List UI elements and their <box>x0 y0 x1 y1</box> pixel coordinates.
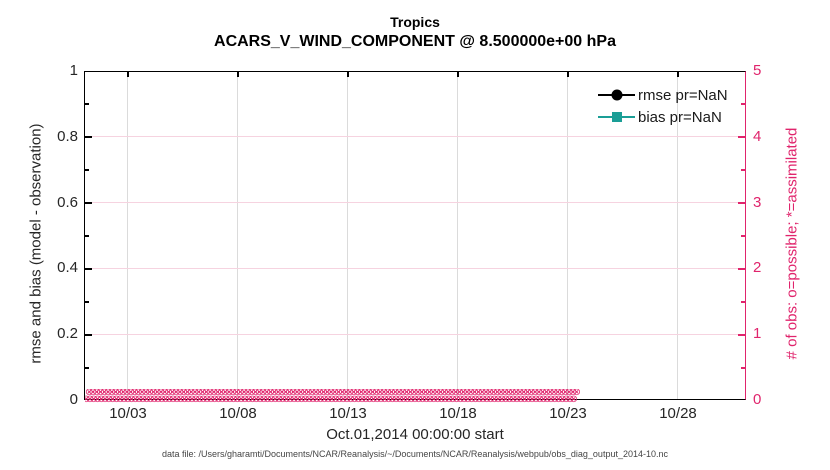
y-tick-label-right: 5 <box>753 62 762 79</box>
left-axis-tick <box>85 136 92 138</box>
top-axis-tick <box>127 72 129 77</box>
left-axis-tick <box>85 268 92 270</box>
x-tick-label: 10/13 <box>329 405 367 422</box>
gridline-vertical <box>127 72 128 399</box>
gridline-horizontal <box>85 136 745 137</box>
right-axis-minor-tick <box>741 103 745 105</box>
y-tick-label-left: 0 <box>69 391 78 408</box>
legend: rmse pr=NaN bias pr=NaN <box>598 84 728 128</box>
right-axis-minor-tick <box>741 301 745 303</box>
top-axis-tick <box>347 72 349 77</box>
obs-marker-row: ⊗⊗⊗⊗⊗⊗⊗⊗⊗⊗⊗⊗⊗⊗⊗⊗⊗⊗⊗⊗⊗⊗⊗⊗⊗⊗⊗⊗⊗⊗⊗⊗⊗⊗⊗⊗⊗⊗⊗⊗… <box>85 389 581 398</box>
legend-label-bias: bias pr=NaN <box>638 108 722 126</box>
top-axis-tick <box>677 72 679 77</box>
y-tick-label-right: 2 <box>753 259 762 276</box>
y-tick-label-left: 1 <box>69 62 78 79</box>
right-axis-minor-tick <box>741 169 745 171</box>
y-tick-label-right: 4 <box>753 128 762 145</box>
left-axis-minor-tick <box>85 301 89 303</box>
y-tick-label-left: 0.8 <box>57 128 78 145</box>
gridline-horizontal <box>85 334 745 335</box>
gridline-vertical <box>567 72 568 399</box>
right-axis-minor-tick <box>741 235 745 237</box>
legend-item-bias: bias pr=NaN <box>598 106 728 128</box>
gridline-vertical <box>347 72 348 399</box>
x-tick-label: 10/03 <box>109 405 147 422</box>
top-axis-tick <box>237 72 239 77</box>
x-tick-label: 10/18 <box>439 405 477 422</box>
x-tick-label: 10/08 <box>219 405 257 422</box>
obs-count-marker-band: ⊗⊗⊗⊗⊗⊗⊗⊗⊗⊗⊗⊗⊗⊗⊗⊗⊗⊗⊗⊗⊗⊗⊗⊗⊗⊗⊗⊗⊗⊗⊗⊗⊗⊗⊗⊗⊗⊗⊗⊗… <box>85 389 746 407</box>
y-tick-label-right: 3 <box>753 194 762 211</box>
plot-area: rmse pr=NaN bias pr=NaN <box>84 71 746 400</box>
y-tick-label-right: 1 <box>753 325 762 342</box>
right-axis-tick <box>738 334 745 336</box>
y-tick-label-right: 0 <box>753 391 762 408</box>
chart-title: Tropics <box>390 14 440 30</box>
y-tick-label-left: 0.4 <box>57 259 78 276</box>
gridline-vertical <box>677 72 678 399</box>
right-axis-tick <box>738 202 745 204</box>
x-tick-label: 10/23 <box>549 405 587 422</box>
gridline-vertical <box>457 72 458 399</box>
left-axis-minor-tick <box>85 103 89 105</box>
right-axis-tick <box>738 268 745 270</box>
rmse-line-sample <box>598 89 635 101</box>
right-axis-tick <box>738 136 745 138</box>
data-file-path: data file: /Users/gharamti/Documents/NCA… <box>161 449 668 459</box>
gridline-vertical <box>237 72 238 399</box>
chart-subtitle: ACARS_V_WIND_COMPONENT @ 8.500000e+00 hP… <box>214 33 616 50</box>
left-axis-minor-tick <box>85 235 89 237</box>
bias-line-sample <box>598 112 635 122</box>
x-axis-label: Oct.01,2014 00:00:00 start <box>326 426 504 443</box>
gridline-horizontal <box>85 268 745 269</box>
y-tick-label-left: 0.2 <box>57 325 78 342</box>
left-axis-tick <box>85 202 92 204</box>
gridline-horizontal <box>85 202 745 203</box>
left-axis-minor-tick <box>85 367 89 369</box>
y-tick-label-left: 0.6 <box>57 194 78 211</box>
legend-item-rmse: rmse pr=NaN <box>598 84 728 106</box>
bias-square-marker-icon <box>611 112 622 122</box>
left-axis-tick <box>85 334 92 336</box>
left-axis-minor-tick <box>85 169 89 171</box>
top-axis-tick <box>457 72 459 77</box>
obs-marker-row: ⊗⊗⊗⊗⊗⊗⊗⊗⊗⊗⊗⊗⊗⊗⊗⊗⊗⊗⊗⊗⊗⊗⊗⊗⊗⊗⊗⊗⊗⊗⊗⊗⊗⊗⊗⊗⊗⊗⊗⊗… <box>85 394 578 405</box>
rmse-circle-marker-icon <box>611 89 622 101</box>
top-axis-tick <box>567 72 569 77</box>
legend-label-rmse: rmse pr=NaN <box>638 86 728 104</box>
x-tick-label: 10/28 <box>659 405 697 422</box>
right-axis-minor-tick <box>741 367 745 369</box>
